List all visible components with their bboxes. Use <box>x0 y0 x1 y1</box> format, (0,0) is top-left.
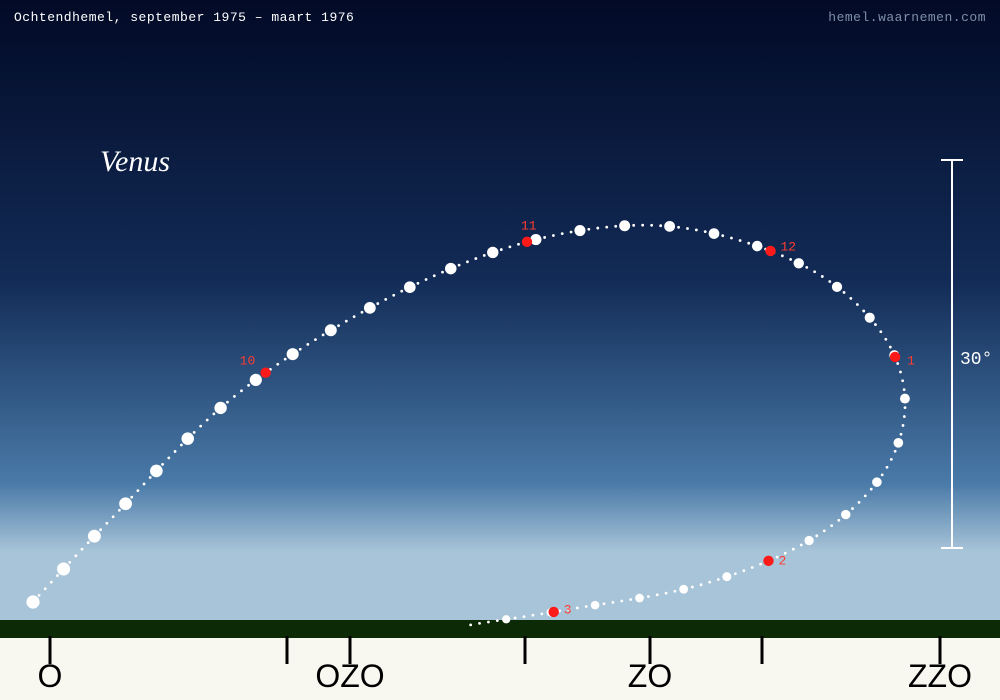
sky-chart: Ochtendhemel, september 1975 – maart 197… <box>0 0 1000 700</box>
month-marker-label: 2 <box>778 553 786 568</box>
title-left: Ochtendhemel, september 1975 – maart 197… <box>14 10 354 25</box>
axis-label: ZZO <box>908 658 972 695</box>
month-marker-label: 3 <box>564 602 572 617</box>
chart-svg <box>0 0 1000 700</box>
axis-label: ZO <box>628 658 672 695</box>
month-marker-label: 10 <box>240 353 256 368</box>
planet-label: Venus <box>100 145 170 179</box>
axis-label: OZO <box>315 658 384 695</box>
axis-label: O <box>38 658 63 695</box>
scale-bar-label: 30° <box>960 350 992 370</box>
month-marker-label: 12 <box>781 239 797 254</box>
month-marker-label: 1 <box>907 353 915 368</box>
title-right: hemel.waarnemen.com <box>828 10 986 25</box>
month-marker-label: 11 <box>521 218 537 233</box>
